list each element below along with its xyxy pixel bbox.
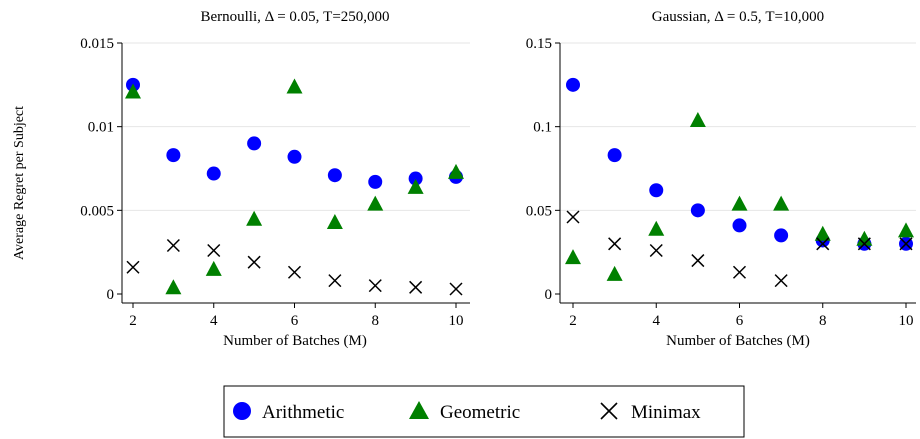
y-tick-label: 0 [545,287,553,303]
point-minimax [207,243,221,258]
point-minimax [328,274,342,288]
point-minimax [247,255,261,269]
point-geometric [648,220,665,236]
x-tick-label: 10 [449,313,464,329]
point-minimax [166,238,180,253]
point-geometric [125,83,141,99]
point-geometric [165,279,182,295]
legend-label: Arithmetic [262,402,344,423]
point-minimax [126,260,140,274]
point-geometric [565,249,581,265]
point-geometric [205,260,222,276]
point-geometric [773,195,790,211]
point-geometric [407,178,424,194]
legend-box [223,385,745,438]
point-geometric [606,265,623,281]
x-tick-label: 4 [653,313,661,329]
y-tick-label: 0 [107,287,115,303]
point-minimax [566,210,580,224]
point-minimax [857,237,871,251]
point-minimax [287,265,302,279]
point-geometric [814,225,831,241]
legend: Arithmetic Geometric Minimax [223,385,745,438]
point-geometric [326,214,343,230]
point-arithmetic [408,171,423,186]
axis-ticks: 0 0.05 0.1 0.15 2 4 6 8 10 [526,36,914,329]
point-arithmetic [607,148,622,163]
x-tick-label: 6 [291,313,299,329]
y-tick-label: 0.015 [80,36,114,52]
legend-label: Geometric [440,402,520,423]
legend-circle-marker [233,402,251,420]
y-tick-label: 0.005 [80,203,114,219]
legend-item-geometric: Geometric [409,401,520,423]
y-tick-label: 0.01 [88,120,114,136]
figure-ylabel: Average Regret per Subject [12,106,27,260]
data-markers [565,77,914,288]
x-tick-label: 4 [210,313,218,329]
y-tick-label: 0.1 [533,120,552,136]
point-arithmetic [206,166,221,181]
point-arithmetic [732,218,747,233]
x-tick-label: 6 [736,313,744,329]
chart-panel-bernoulli: Bernoulli, Δ = 0.05, T=250,000 0 0.005 0.0… [80,9,470,349]
point-geometric [246,210,263,226]
x-axis-label: Number of Batches (M) [223,333,367,349]
point-geometric [856,230,873,246]
legend-label: Minimax [631,402,701,423]
point-minimax [649,243,663,258]
data-markers [125,77,464,296]
chart-title: Gaussian, Δ = 0.5, T=10,000 [652,9,824,25]
legend-x-marker [600,402,618,420]
point-arithmetic [566,77,580,92]
point-geometric [689,111,706,127]
point-geometric [286,78,303,94]
x-axis-label: Number of Batches (M) [666,333,810,349]
point-arithmetic [287,149,302,164]
point-arithmetic [247,136,262,151]
chart-panel-gaussian: Gaussian, Δ = 0.5, T=10,000 0 0.05 0.1 0.15… [526,9,916,349]
point-minimax [409,280,423,294]
point-geometric [367,195,384,211]
point-arithmetic [166,148,181,163]
point-minimax [899,237,913,251]
chart-title: Bernoulli, Δ = 0.05, T=250,000 [200,9,389,25]
legend-item-minimax: Minimax [600,402,701,423]
point-minimax [816,237,830,251]
y-tick-label: 0.15 [526,36,552,52]
point-geometric [731,195,748,211]
point-geometric [898,222,914,238]
point-minimax [608,237,622,251]
legend-item-arithmetic: Arithmetic [233,402,344,423]
x-tick-label: 2 [569,313,577,329]
legend-triangle-marker [409,401,429,419]
x-tick-label: 8 [819,313,827,329]
point-minimax [732,265,747,279]
x-tick-label: 8 [372,313,380,329]
x-tick-label: 2 [129,313,137,329]
point-arithmetic [368,174,383,189]
x-tick-label: 10 [899,313,914,329]
point-arithmetic [774,228,789,243]
point-arithmetic [690,203,705,218]
y-tick-label: 0.05 [526,203,552,219]
point-minimax [368,279,382,293]
point-minimax [774,274,788,288]
point-minimax [449,282,463,296]
gridlines [122,42,470,211]
axis-ticks: 0 0.005 0.01 0.015 2 4 6 8 10 [80,36,463,329]
point-arithmetic [327,168,342,183]
point-geometric [448,163,464,179]
point-minimax [691,254,705,268]
point-arithmetic [649,183,664,198]
